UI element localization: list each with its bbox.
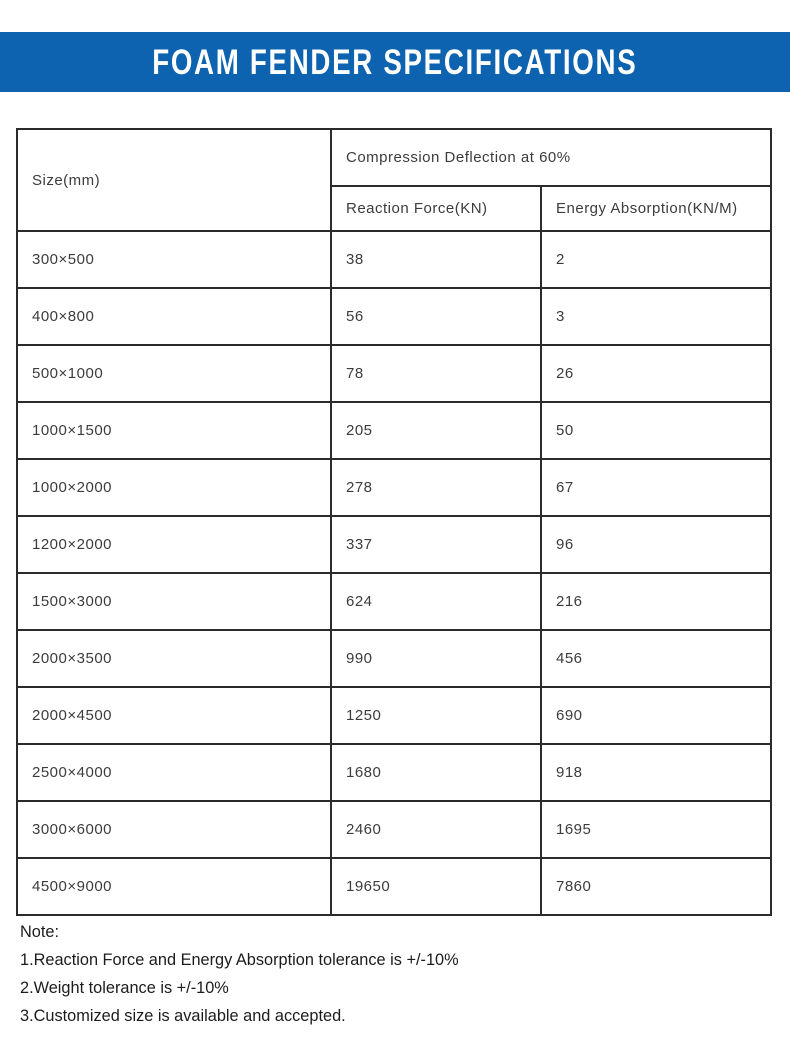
table-row: 1000×2000 278 67 [16, 458, 773, 517]
reaction-force-cell: 1250 [330, 686, 542, 745]
table-row: 2500×4000 1680 918 [16, 743, 773, 802]
reaction-force-cell: 990 [330, 629, 542, 688]
spec-table-container: Size(mm) Compression Deflection at 60% R… [16, 128, 773, 916]
reaction-force-cell: 337 [330, 515, 542, 574]
size-cell: 1500×3000 [16, 572, 332, 631]
energy-absorption-cell: 26 [539, 344, 773, 403]
energy-absorption-cell: 1695 [539, 800, 773, 859]
size-cell: 2000×4500 [16, 686, 332, 745]
reaction-force-cell: 38 [330, 230, 542, 289]
energy-absorption-cell: 2 [539, 230, 773, 289]
energy-absorption-cell: 918 [539, 743, 773, 802]
table-row: 300×500 38 2 [16, 230, 773, 289]
table-row: 500×1000 78 26 [16, 344, 773, 403]
size-cell: 500×1000 [16, 344, 332, 403]
energy-absorption-cell: 690 [539, 686, 773, 745]
reaction-force-cell: 205 [330, 401, 542, 460]
table-row: 1500×3000 624 216 [16, 572, 773, 631]
table-row: 400×800 56 3 [16, 287, 773, 346]
reaction-force-cell: 56 [330, 287, 542, 346]
energy-absorption-cell: 3 [539, 287, 773, 346]
size-cell: 4500×9000 [16, 857, 332, 916]
size-cell: 300×500 [16, 230, 332, 289]
spec-table-body: 300×500 38 2 400×800 56 3 500×1000 78 26… [16, 230, 773, 916]
page-title: FOAM FENDER SPECIFICATIONS [152, 41, 638, 82]
spec-table: Size(mm) Compression Deflection at 60% R… [16, 128, 773, 916]
energy-absorption-cell: 96 [539, 515, 773, 574]
size-cell: 3000×6000 [16, 800, 332, 859]
table-row: 1000×1500 205 50 [16, 401, 773, 460]
table-row: 4500×9000 19650 7860 [16, 857, 773, 916]
reaction-force-cell: 624 [330, 572, 542, 631]
energy-absorption-cell: 67 [539, 458, 773, 517]
col-header-energy-absorption: Energy Absorption(KN/M) [539, 185, 773, 232]
reaction-force-cell: 78 [330, 344, 542, 403]
energy-absorption-cell: 7860 [539, 857, 773, 916]
note-line-1: 1.Reaction Force and Energy Absorption t… [20, 950, 459, 969]
table-row: 1200×2000 337 96 [16, 515, 773, 574]
size-cell: 2500×4000 [16, 743, 332, 802]
notes-label: Note: [20, 922, 60, 941]
energy-absorption-cell: 456 [539, 629, 773, 688]
note-line-2: 2.Weight tolerance is +/-10% [20, 978, 229, 997]
table-row: 3000×6000 2460 1695 [16, 800, 773, 859]
col-header-compression-group: Compression Deflection at 60% [329, 128, 773, 187]
size-cell: 2000×3500 [16, 629, 332, 688]
reaction-force-cell: 2460 [330, 800, 542, 859]
size-cell: 1200×2000 [16, 515, 332, 574]
note-line-3: 3.Customized size is available and accep… [20, 1006, 346, 1025]
table-row: 2000×3500 990 456 [16, 629, 773, 688]
notes-section: Note: 1.Reaction Force and Energy Absorp… [20, 918, 740, 1030]
table-row: 2000×4500 1250 690 [16, 686, 773, 745]
size-cell: 1000×2000 [16, 458, 332, 517]
title-banner: FOAM FENDER SPECIFICATIONS [0, 32, 790, 92]
col-header-size: Size(mm) [16, 128, 332, 232]
size-cell: 1000×1500 [16, 401, 332, 460]
reaction-force-cell: 278 [330, 458, 542, 517]
reaction-force-cell: 1680 [330, 743, 542, 802]
reaction-force-cell: 19650 [330, 857, 542, 916]
col-header-reaction-force: Reaction Force(KN) [330, 185, 542, 232]
energy-absorption-cell: 216 [539, 572, 773, 631]
size-cell: 400×800 [16, 287, 332, 346]
energy-absorption-cell: 50 [539, 401, 773, 460]
